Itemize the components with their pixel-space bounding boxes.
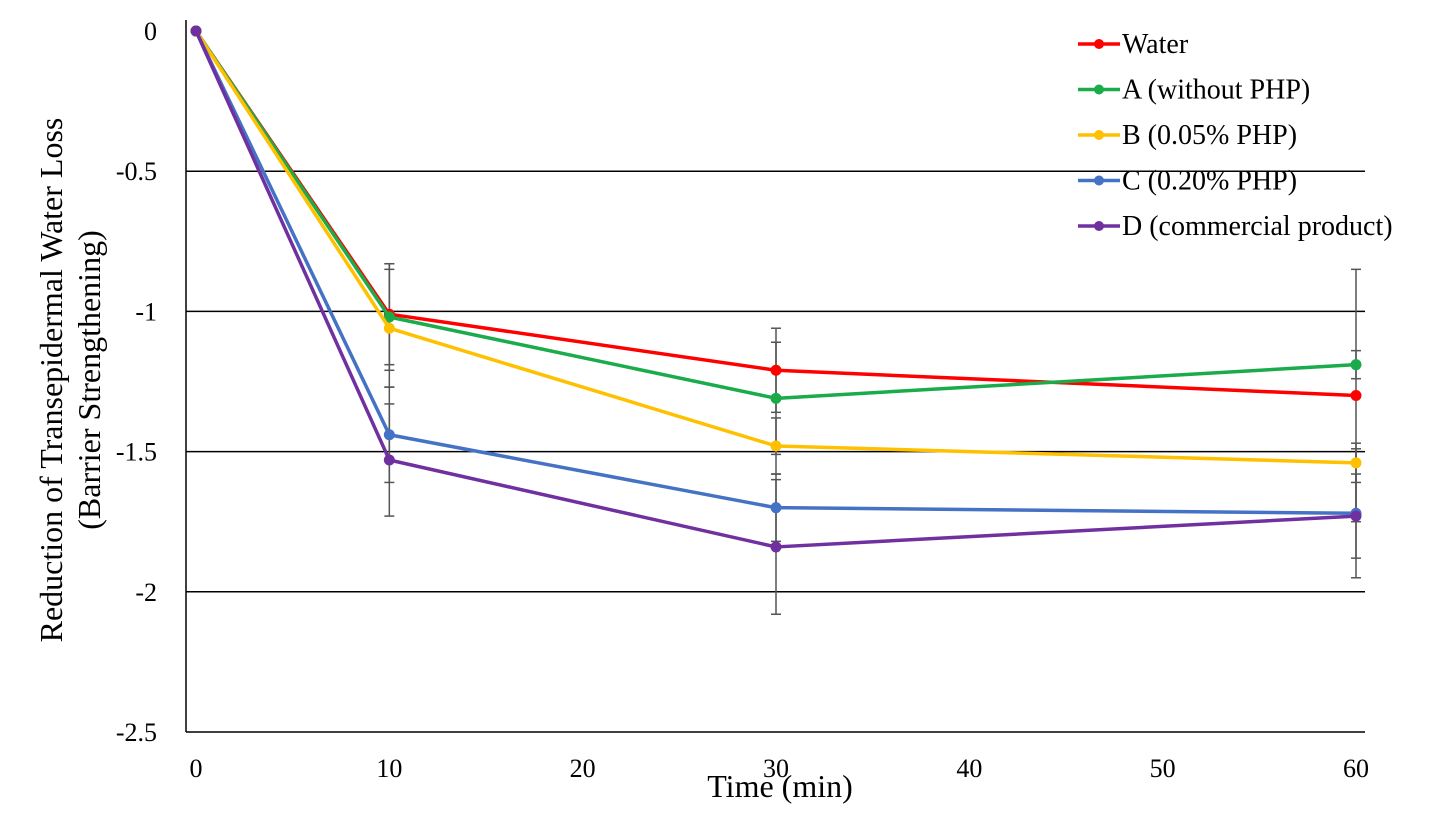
- tick-labels: 0 -0.5 -1 -1.5 -2 -2.5 0 10 20 30 40 50 60: [116, 17, 1369, 783]
- x-tick-label-2: 20: [570, 754, 596, 783]
- series-4: [190, 25, 1362, 553]
- series-line-3: [194, 30, 1357, 516]
- legend: Water A (without PHP) B (0.05% PHP) C (0.20…: [1078, 29, 1393, 242]
- x-tick-label-3: 30: [763, 754, 789, 783]
- data-point-4-2: [770, 541, 782, 553]
- data-point-3-1: [383, 429, 395, 441]
- y-tick-label-3: -1.5: [116, 438, 157, 467]
- legend-swatch-marker: [1094, 84, 1104, 95]
- legend-item-3: C (0.20% PHP): [1078, 166, 1297, 197]
- legend-item-2: B (0.05% PHP): [1078, 120, 1297, 151]
- x-tick-label-5: 50: [1150, 754, 1176, 783]
- data-point-4-0: [190, 25, 202, 37]
- x-tick-label-1: 10: [376, 754, 402, 783]
- legend-swatch-marker: [1094, 130, 1104, 140]
- series-line-1: [194, 30, 1357, 401]
- x-tick-label-4: 40: [956, 754, 982, 783]
- y-tick-label-4: -2: [135, 578, 157, 607]
- legend-label: B (0.05% PHP): [1122, 120, 1297, 151]
- series-lines: [190, 25, 1362, 553]
- data-point-0-2: [770, 364, 782, 376]
- y-tick-label-2: -1: [135, 297, 157, 326]
- y-tick-label-5: -2.5: [116, 718, 157, 747]
- x-tick-label-6: 60: [1343, 754, 1369, 783]
- legend-item-4: D (commercial product): [1078, 211, 1393, 242]
- legend-swatch-marker: [1094, 39, 1104, 49]
- series-1: [190, 25, 1362, 404]
- series-line-4: [194, 30, 1357, 549]
- y-axis-title-line2: (Barrier Strengthening): [71, 230, 107, 529]
- data-point-2-1: [383, 322, 395, 334]
- data-point-1-2: [770, 392, 782, 404]
- x-tick-label-0: 0: [190, 754, 203, 783]
- legend-swatch-marker: [1094, 221, 1104, 231]
- legend-item-0: Water: [1078, 29, 1189, 60]
- series-line-2: [194, 30, 1357, 465]
- legend-item-1: A (without PHP): [1078, 75, 1310, 106]
- data-point-2-3: [1350, 457, 1362, 469]
- legend-swatch-marker: [1094, 175, 1104, 186]
- data-point-4-1: [383, 454, 395, 466]
- legend-label: A (without PHP): [1122, 75, 1310, 106]
- data-point-0-3: [1350, 390, 1362, 402]
- data-point-3-2: [770, 502, 782, 514]
- error-bars: [384, 262, 1361, 615]
- legend-label: Water: [1122, 29, 1189, 60]
- data-point-4-3: [1350, 510, 1362, 522]
- x-axis-title: Time (min): [707, 768, 853, 804]
- axes: [185, 20, 1365, 733]
- legend-label: C (0.20% PHP): [1122, 166, 1297, 197]
- data-point-2-2: [770, 440, 782, 452]
- data-point-1-3: [1350, 359, 1362, 371]
- y-tick-label-1: -0.5: [116, 157, 157, 186]
- y-axis-title-line1: Reduction of Transepidermal Water Loss: [33, 118, 69, 643]
- legend-label: D (commercial product): [1122, 211, 1393, 242]
- y-tick-label-0: 0: [144, 17, 157, 46]
- data-point-1-1: [383, 311, 395, 323]
